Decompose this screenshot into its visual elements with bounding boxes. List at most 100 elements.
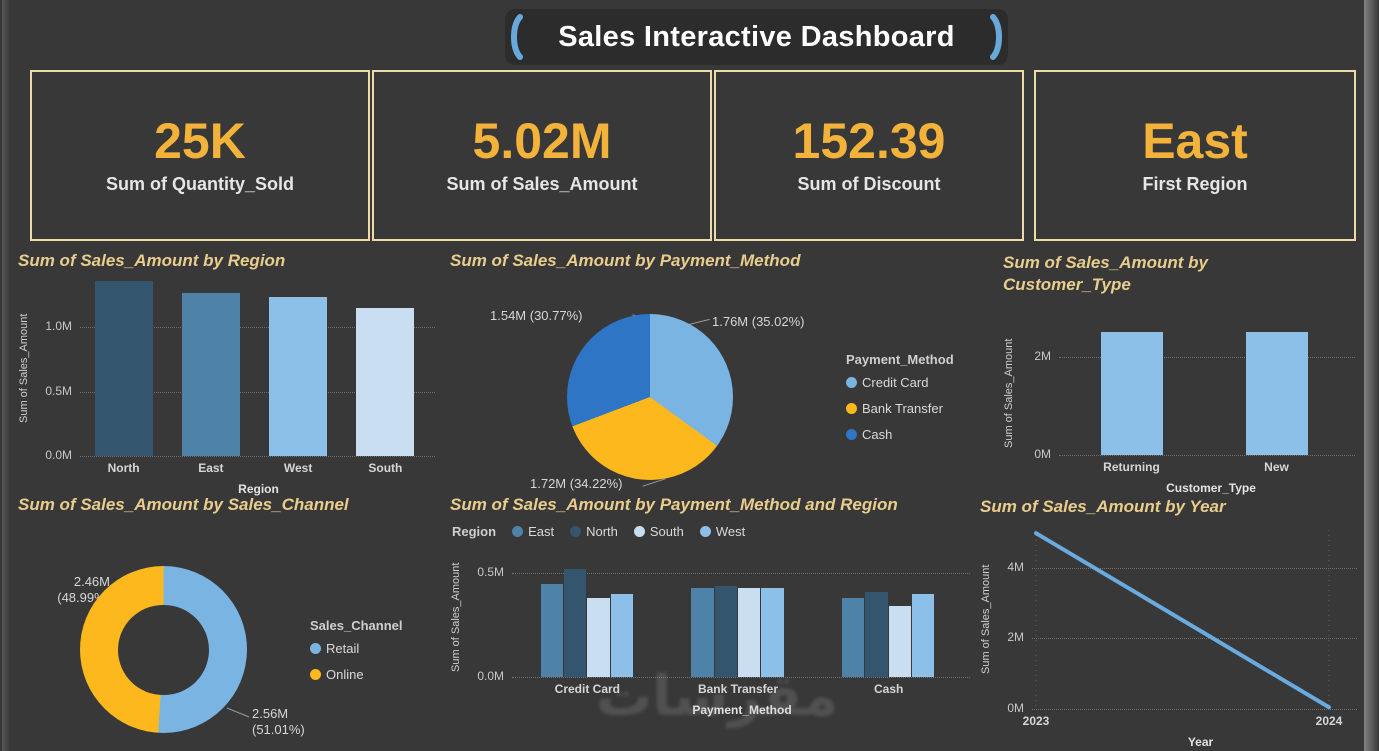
legend-item-north[interactable]: North bbox=[570, 524, 618, 539]
y-tick-label: 0.5M bbox=[45, 383, 72, 398]
gridline bbox=[1032, 567, 1357, 569]
plot-area-customer-type-bar[interactable]: Returning New bbox=[1059, 332, 1355, 474]
kpi-card-first-region[interactable]: East First Region bbox=[1034, 70, 1356, 241]
chart-panel-sales-by-customer-type[interactable]: Sum of Sales_Amount by Customer_Type Sum… bbox=[1003, 252, 1363, 496]
y-axis: 0.0M 0.5M 1.0M bbox=[34, 281, 80, 462]
bar-north-bank-transfer[interactable] bbox=[714, 585, 737, 678]
y-axis: 0M 2M bbox=[1019, 332, 1059, 461]
y-tick-label: 0M bbox=[1034, 447, 1051, 462]
chart-panel-sales-by-year[interactable]: Sum of Sales_Amount by Year Sum of Sales… bbox=[980, 496, 1365, 751]
y-tick-label: 0.5M bbox=[477, 565, 504, 580]
x-axis-title: Year bbox=[1187, 735, 1214, 750]
x-tick-label: 2023 bbox=[1022, 714, 1050, 729]
y-tick-label: 2M bbox=[1034, 349, 1051, 364]
left-bracket-decoration bbox=[511, 14, 523, 60]
kpi-card-quantity-sold[interactable]: 25K Sum of Quantity_Sold bbox=[30, 70, 370, 241]
data-label-cash: 1.54M (30.77%) bbox=[490, 308, 583, 324]
kpi-value: 25K bbox=[154, 113, 246, 169]
donut-area: 2.46M (48.99%) 2.56M (51.01%) Sales_Chan… bbox=[18, 516, 446, 737]
legend-dot bbox=[699, 526, 711, 538]
kpi-label: First Region bbox=[1142, 174, 1248, 194]
bar-south-bank-transfer[interactable] bbox=[738, 587, 761, 678]
legend-item-west[interactable]: West bbox=[699, 524, 745, 539]
bar-east-credit-card[interactable] bbox=[540, 583, 563, 678]
bar-north[interactable] bbox=[94, 281, 153, 457]
left-scrollbar[interactable] bbox=[2, 0, 9, 751]
plot-area-region-bar[interactable]: North East West South bbox=[80, 281, 435, 475]
bar-south-credit-card[interactable] bbox=[587, 598, 610, 678]
bar-west[interactable] bbox=[269, 296, 328, 457]
legend-item-cash[interactable]: Cash bbox=[846, 427, 954, 442]
legend-dot bbox=[310, 669, 321, 681]
right-bracket-decoration bbox=[990, 14, 1002, 60]
bar-east-bank-transfer[interactable] bbox=[691, 587, 714, 678]
bar-east[interactable] bbox=[181, 292, 240, 457]
bar-west-cash[interactable] bbox=[912, 593, 935, 678]
legend-item-bank-transfer[interactable]: Bank Transfer bbox=[846, 401, 954, 416]
legend-dot bbox=[633, 526, 645, 538]
legend-dot bbox=[512, 526, 524, 538]
legend-item-online[interactable]: Online bbox=[310, 667, 403, 682]
legend-title: Region bbox=[452, 524, 497, 540]
line-chart-svg bbox=[1034, 530, 1331, 710]
x-tick-label: Bank Transfer bbox=[697, 682, 778, 697]
right-scrollbar[interactable] bbox=[1364, 0, 1379, 751]
bar-west-bank-transfer[interactable] bbox=[761, 587, 784, 678]
chart-panel-sales-by-payment-method[interactable]: Sum of Sales_Amount by Payment_Method 1.… bbox=[450, 250, 978, 491]
pie-payment-method[interactable] bbox=[567, 314, 733, 481]
legend-label: Retail bbox=[326, 641, 360, 657]
y-tick-label: 0.0M bbox=[477, 669, 504, 684]
legend-label: Credit Card bbox=[862, 375, 929, 391]
y-tick-label: 2M bbox=[1007, 630, 1024, 645]
legend-item-east[interactable]: East bbox=[512, 524, 554, 539]
plot-wrap: Sum of Sales_Amount 0M 2M 4M 2023 2024 bbox=[980, 530, 1365, 728]
bar-east-cash[interactable] bbox=[841, 598, 865, 678]
plot-wrap: Sum of Sales_Amount 0M 2M Returning New bbox=[1003, 332, 1363, 474]
bar-north-credit-card[interactable] bbox=[563, 568, 587, 678]
y-tick-label: 1.0M bbox=[45, 319, 72, 334]
pie-area: 1.54M (30.77%) 1.76M (35.02%) 1.72M (34.… bbox=[450, 272, 978, 491]
chart-panel-sales-by-sales-channel[interactable]: Sum of Sales_Amount by Sales_Channel 2.4… bbox=[18, 494, 446, 751]
kpi-card-sales-amount[interactable]: 5.02M Sum of Sales_Amount bbox=[372, 70, 712, 241]
gridline bbox=[80, 456, 435, 458]
x-axis-title: Region bbox=[238, 482, 279, 497]
gridline bbox=[512, 573, 970, 575]
plot-area-year-line[interactable]: 2023 2024 bbox=[1023, 530, 1357, 728]
donut-sales-channel[interactable] bbox=[80, 566, 247, 734]
x-axis-title: Payment_Method bbox=[692, 703, 792, 718]
y-tick-label: 4M bbox=[1007, 559, 1024, 574]
legend-item-credit-card[interactable]: Credit Card bbox=[846, 375, 954, 390]
legend-label: Bank Transfer bbox=[862, 401, 943, 417]
legend-dot bbox=[846, 429, 857, 441]
chart-panel-sales-by-region[interactable]: Sum of Sales_Amount by Region Sum of Sal… bbox=[18, 250, 443, 496]
x-tick-label: South bbox=[368, 461, 403, 476]
kpi-label: Sum of Discount bbox=[797, 174, 941, 194]
legend-title: Payment_Method bbox=[846, 352, 954, 368]
plot-area-grouped-bar[interactable]: Credit Card Bank Transfer Cash bbox=[512, 557, 970, 696]
gridline bbox=[80, 391, 435, 393]
kpi-label: Sum of Sales_Amount bbox=[446, 174, 638, 194]
bar-new[interactable] bbox=[1245, 332, 1308, 456]
data-label-retail: 2.56M (51.01%) bbox=[252, 706, 305, 738]
leader-line bbox=[226, 707, 250, 718]
x-axis-title: Customer_Type bbox=[1166, 481, 1256, 496]
x-tick-label: East bbox=[198, 461, 224, 476]
chart-title: Sum of Sales_Amount by Region bbox=[18, 251, 286, 270]
line-series[interactable] bbox=[1034, 531, 1331, 710]
x-tick-label: Returning bbox=[1103, 460, 1160, 475]
bar-returning[interactable] bbox=[1100, 332, 1163, 456]
chart-panel-sales-by-payment-and-region[interactable]: Sum of Sales_Amount by Payment_Method an… bbox=[450, 494, 978, 751]
legend-label: East bbox=[528, 524, 555, 540]
x-tick-label: New bbox=[1264, 460, 1289, 475]
plot-wrap: Sum of Sales_Amount 0.0M 0.5M Credit Card… bbox=[450, 557, 978, 696]
data-label-credit-card: 1.76M (35.02%) bbox=[712, 314, 805, 330]
legend-item-retail[interactable]: Retail bbox=[310, 641, 403, 656]
bar-west-credit-card[interactable] bbox=[610, 593, 634, 678]
bar-south-cash[interactable] bbox=[888, 606, 911, 678]
kpi-value: 152.39 bbox=[792, 113, 946, 169]
legend-item-south[interactable]: South bbox=[633, 524, 684, 539]
bar-south[interactable] bbox=[356, 308, 415, 457]
kpi-label: Sum of Quantity_Sold bbox=[105, 174, 294, 194]
kpi-card-discount[interactable]: 152.39 Sum of Discount bbox=[714, 70, 1024, 241]
bar-north-cash[interactable] bbox=[865, 591, 888, 678]
